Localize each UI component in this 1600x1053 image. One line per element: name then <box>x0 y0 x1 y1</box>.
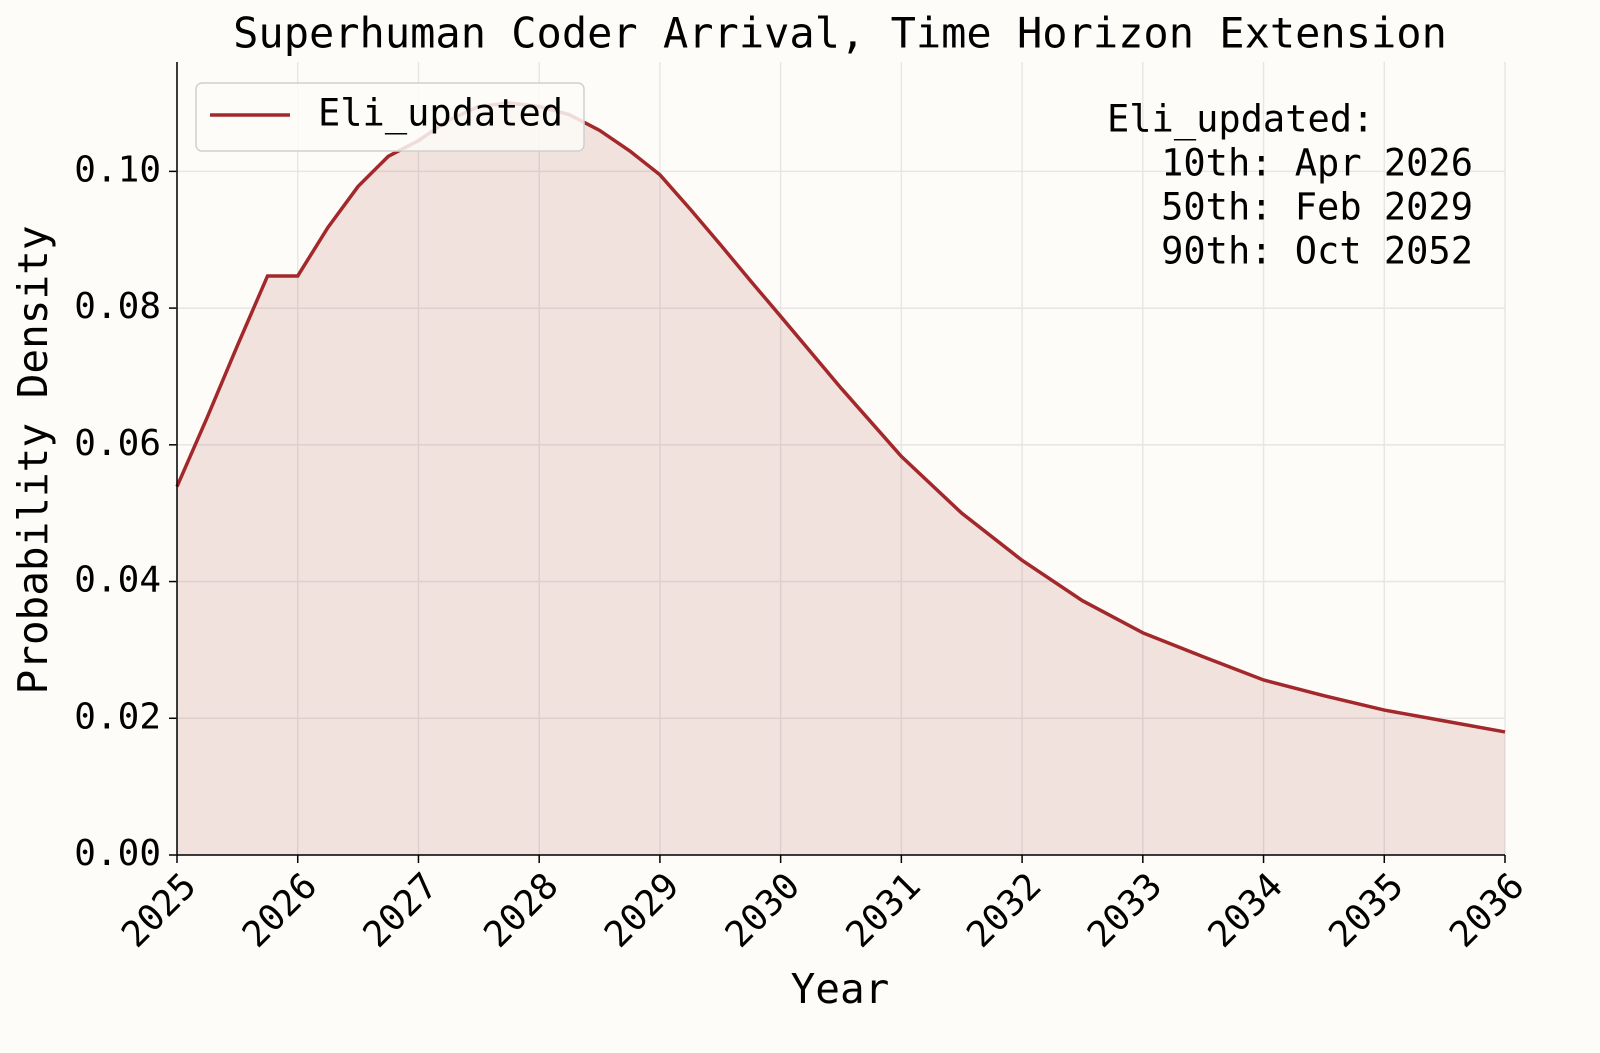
legend-box <box>195 82 585 152</box>
annotation-title: Eli_updated: <box>1107 98 1374 142</box>
x-axis-label: Year <box>791 965 890 1013</box>
annotation-line: 50th: Feb 2029 <box>1161 186 1473 229</box>
y-tick-label: 0.00 <box>74 833 161 874</box>
y-axis-label: Probability Density <box>9 226 57 695</box>
line <box>175 101 1506 734</box>
y-tick-label: 0.10 <box>74 149 161 190</box>
chart-title: Superhuman Coder Arrival, Time Horizon E… <box>233 9 1447 58</box>
y-tick-label: 0.04 <box>74 560 161 601</box>
legend-label: Eli_updated <box>318 92 563 136</box>
annotation-line: 90th: Oct 2052 <box>1161 230 1473 273</box>
y-tick-label: 0.08 <box>74 286 161 327</box>
y-tick-label: 0.02 <box>74 696 161 737</box>
area <box>177 103 1505 856</box>
y-tick-label: 0.06 <box>74 423 161 464</box>
annotation-line: 10th: Apr 2026 <box>1161 142 1473 185</box>
